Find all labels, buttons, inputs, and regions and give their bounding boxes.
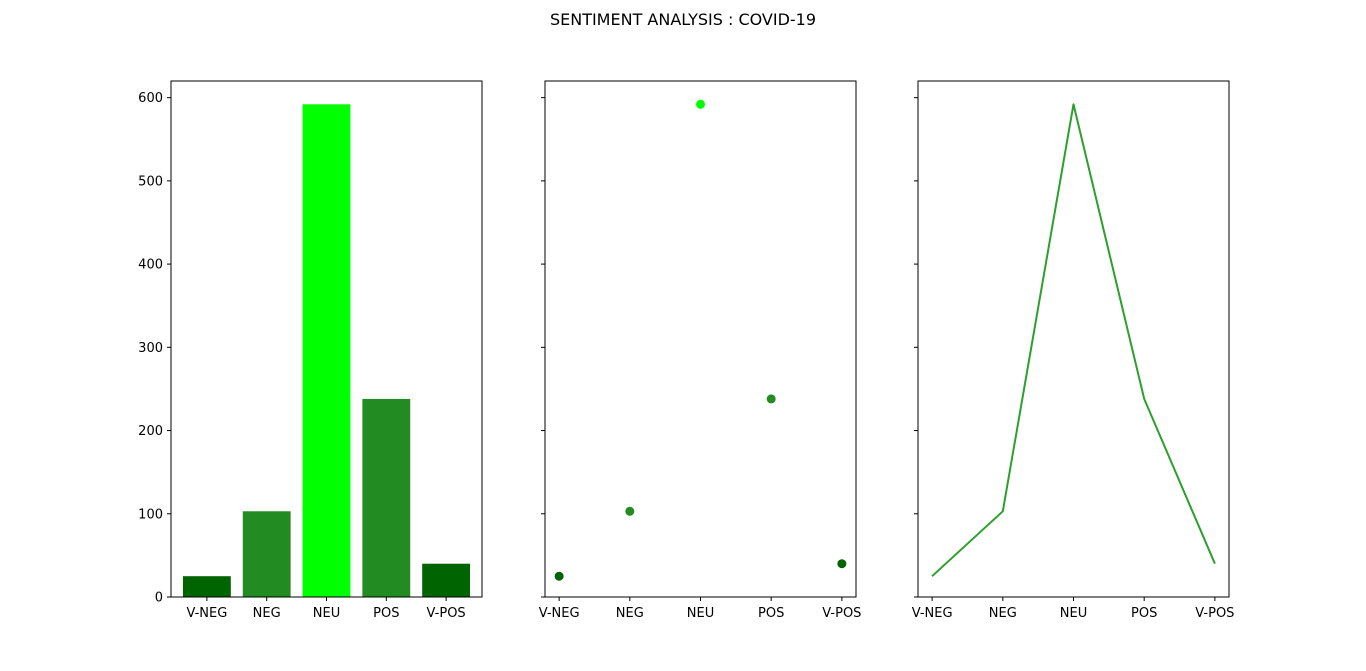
x-tick-label: NEG bbox=[616, 606, 644, 621]
y-tick-label: 500 bbox=[138, 174, 163, 189]
subplot-bar: 0 100 200 300 400 500 600 V-NEG NEG NEU POS V-POS bbox=[138, 80, 483, 621]
bar-v-pos bbox=[422, 563, 471, 597]
x-tick-label: V-POS bbox=[822, 606, 861, 621]
point-pos bbox=[766, 394, 776, 404]
y-tick-label: 600 bbox=[138, 91, 163, 106]
x-tick-label: NEU bbox=[1060, 606, 1087, 621]
x-tick-label: V-POS bbox=[427, 606, 466, 621]
series-line bbox=[931, 103, 1216, 577]
bar-neg bbox=[242, 511, 291, 597]
x-tick-label: POS bbox=[373, 606, 399, 621]
y-tick-label: 300 bbox=[138, 341, 163, 356]
y-tick-label: 200 bbox=[138, 424, 163, 439]
x-tick-label: V-NEG bbox=[186, 606, 227, 621]
y-tick-label: 100 bbox=[138, 507, 163, 522]
bar-neu bbox=[302, 104, 351, 597]
point-neu bbox=[696, 99, 705, 109]
x-tick-label: NEU bbox=[687, 606, 714, 621]
x-tick-label: V-POS bbox=[1195, 606, 1234, 621]
subplot-line: V-NEG NEG NEU POS V-POS bbox=[912, 80, 1234, 621]
point-v-neg bbox=[554, 571, 564, 581]
x-tick-label: V-NEG bbox=[539, 606, 580, 621]
x-tick-label: NEG bbox=[253, 606, 281, 621]
x-tick-label: NEU bbox=[313, 606, 340, 621]
x-tick-label: NEG bbox=[989, 606, 1017, 621]
point-v-pos bbox=[837, 559, 847, 569]
point-neg bbox=[625, 506, 635, 516]
axes-frame bbox=[917, 80, 1230, 598]
bar-v-neg bbox=[182, 576, 231, 597]
x-tick-label: POS bbox=[1131, 606, 1157, 621]
axes-frame bbox=[544, 80, 857, 598]
subplot-scatter: V-NEG NEG NEU POS V-POS bbox=[539, 80, 861, 621]
chart-title: SENTIMENT ANALYSIS : COVID-19 bbox=[550, 10, 816, 29]
y-tick-label: 0 bbox=[155, 591, 163, 606]
x-tick-label: POS bbox=[758, 606, 784, 621]
bar-pos bbox=[362, 398, 411, 597]
y-tick-label: 400 bbox=[138, 258, 163, 273]
x-tick-label: V-NEG bbox=[912, 606, 953, 621]
